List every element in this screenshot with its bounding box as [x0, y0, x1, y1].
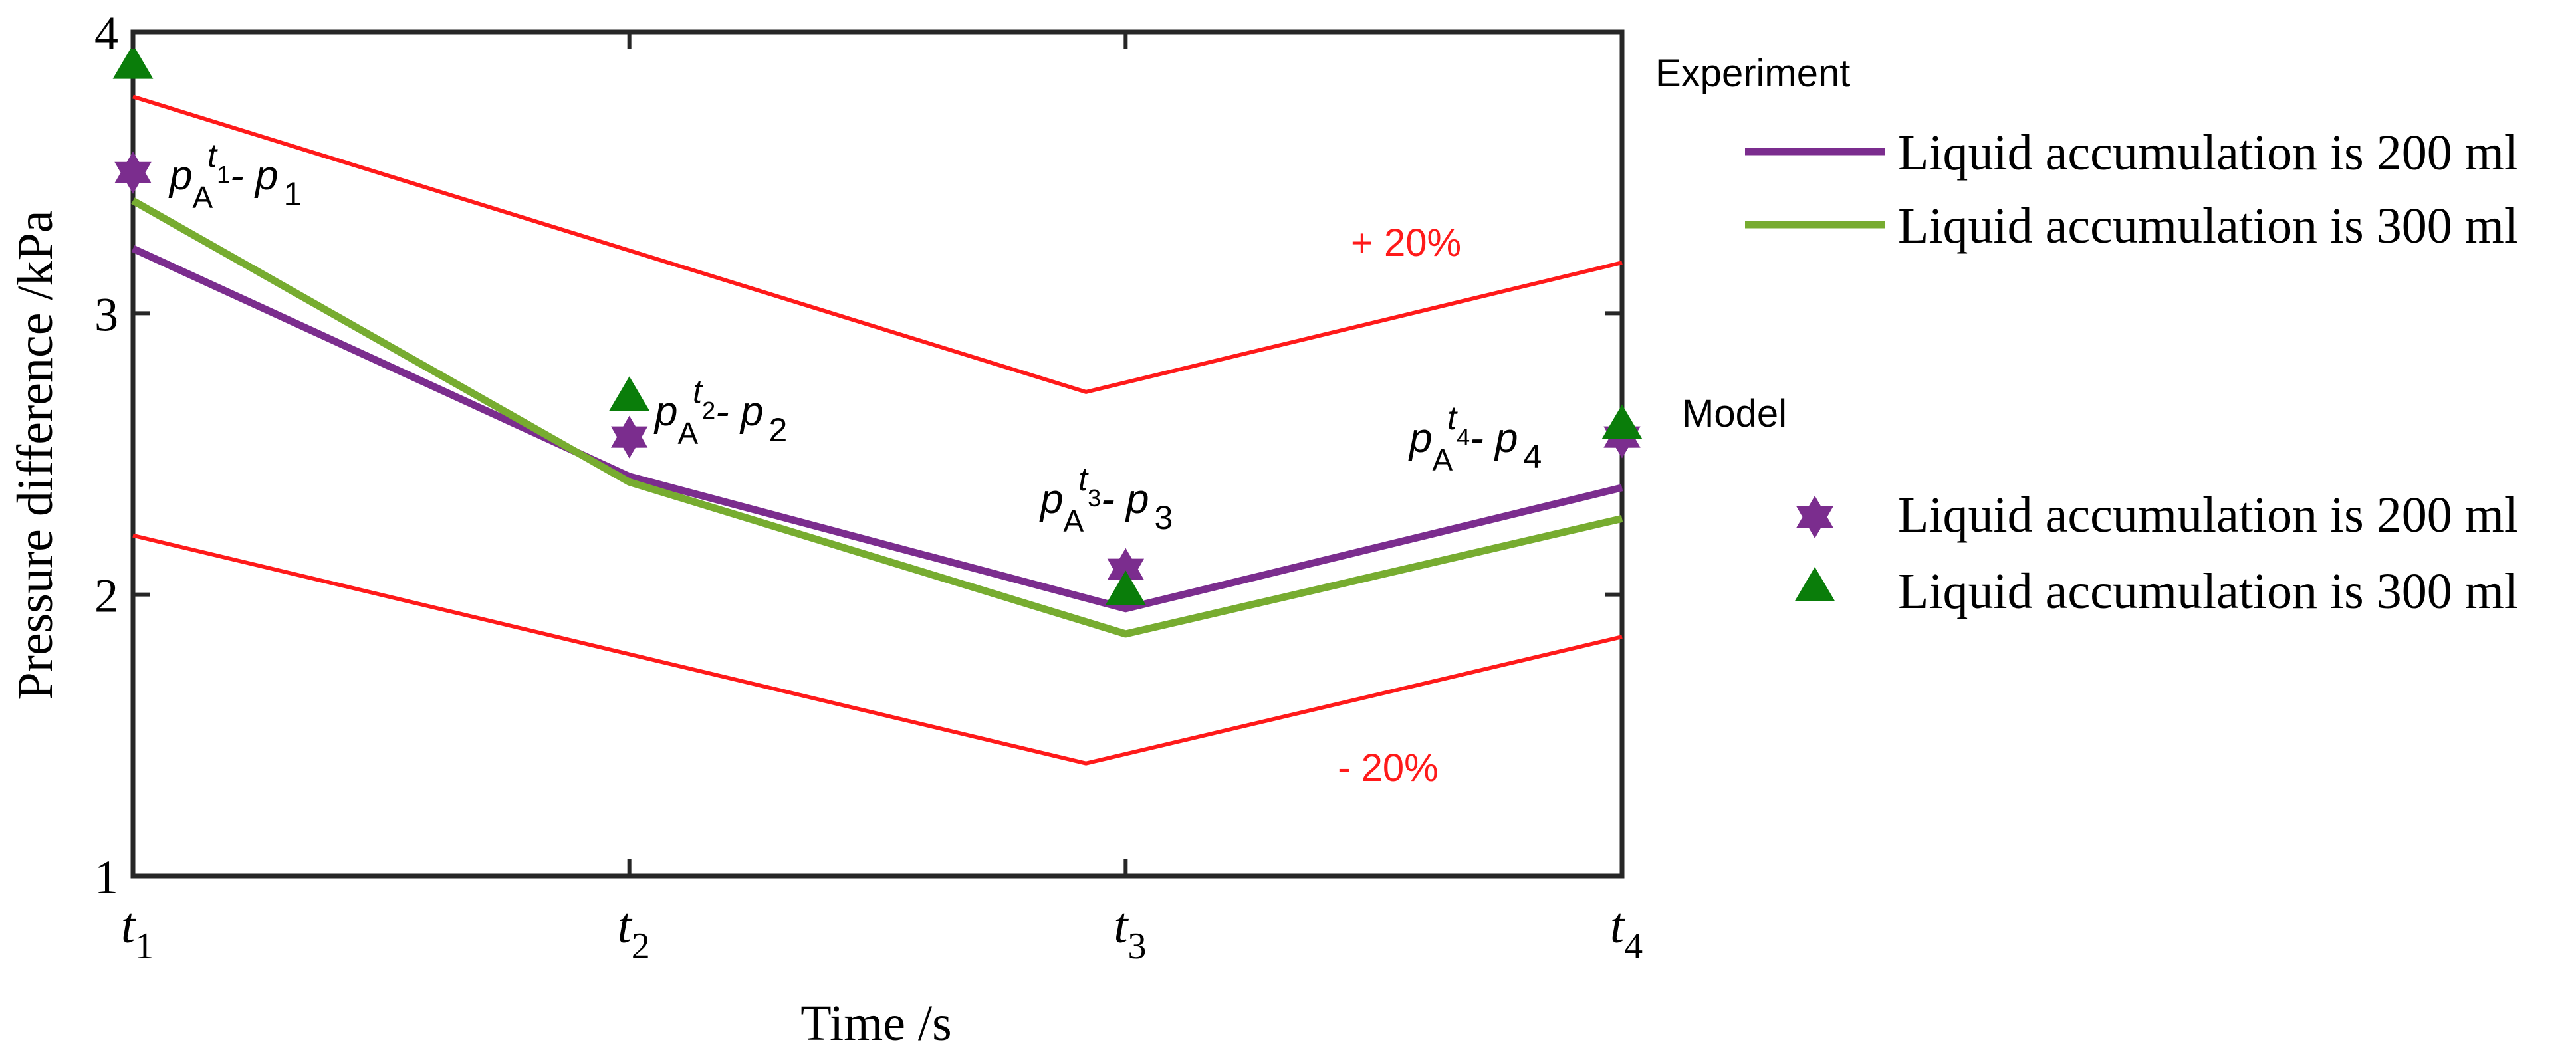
upper-bound-label: + 20% [1351, 221, 1461, 265]
y-tick-label: 3 [94, 288, 118, 341]
legend: Experiment Liquid accumulation is 200 ml… [1655, 52, 2518, 619]
y-tick-labels: 1 2 3 4 [94, 7, 118, 904]
upper-bound-line [132, 94, 1623, 394]
x-tick-label: t2 [618, 898, 650, 967]
model-300ml-point [112, 44, 154, 79]
x-tick-label: t3 [1113, 898, 1146, 967]
legend-hexagram-icon [1796, 496, 1833, 538]
legend-marker-model-200 [1796, 496, 1833, 538]
x-tick-labels: t1 t2 t3 t4 [121, 898, 1643, 967]
experiment-line-300ml [131, 197, 1623, 638]
model-200ml-point [114, 151, 152, 194]
legend-marker-model-300 [1794, 567, 1835, 601]
experiment-line-200ml [131, 245, 1623, 613]
x-tick-label: t4 [1610, 898, 1643, 967]
y-tick-label: 2 [94, 570, 118, 623]
x-axis-label: Time /s [800, 996, 951, 1051]
y-tick-label: 4 [94, 7, 118, 60]
legend-triangle-icon [1794, 567, 1835, 601]
plot-area [112, 29, 1643, 879]
legend-model-300-label: Liquid accumulation is 300 ml [1898, 564, 2518, 619]
legend-exp-300-label: Liquid accumulation is 300 ml [1898, 198, 2518, 254]
lower-bound-label: - 20% [1338, 746, 1439, 790]
model-300ml-point [609, 376, 650, 411]
axis-ticks [131, 30, 1624, 878]
model-300ml-point [1601, 404, 1643, 439]
lower-bound-line [132, 533, 1623, 766]
legend-model-title: Model [1682, 392, 1787, 435]
y-axis-label: Pressure difference /kPa [7, 210, 63, 700]
legend-exp-200-label: Liquid accumulation is 200 ml [1898, 125, 2518, 181]
model-300ml-point [1105, 570, 1146, 605]
y-tick-label: 1 [94, 851, 118, 904]
model-200ml-point [610, 415, 648, 459]
legend-experiment-title: Experiment [1655, 52, 1850, 95]
legend-model-200-label: Liquid accumulation is 200 ml [1898, 487, 2518, 543]
x-tick-label: t1 [121, 898, 154, 967]
